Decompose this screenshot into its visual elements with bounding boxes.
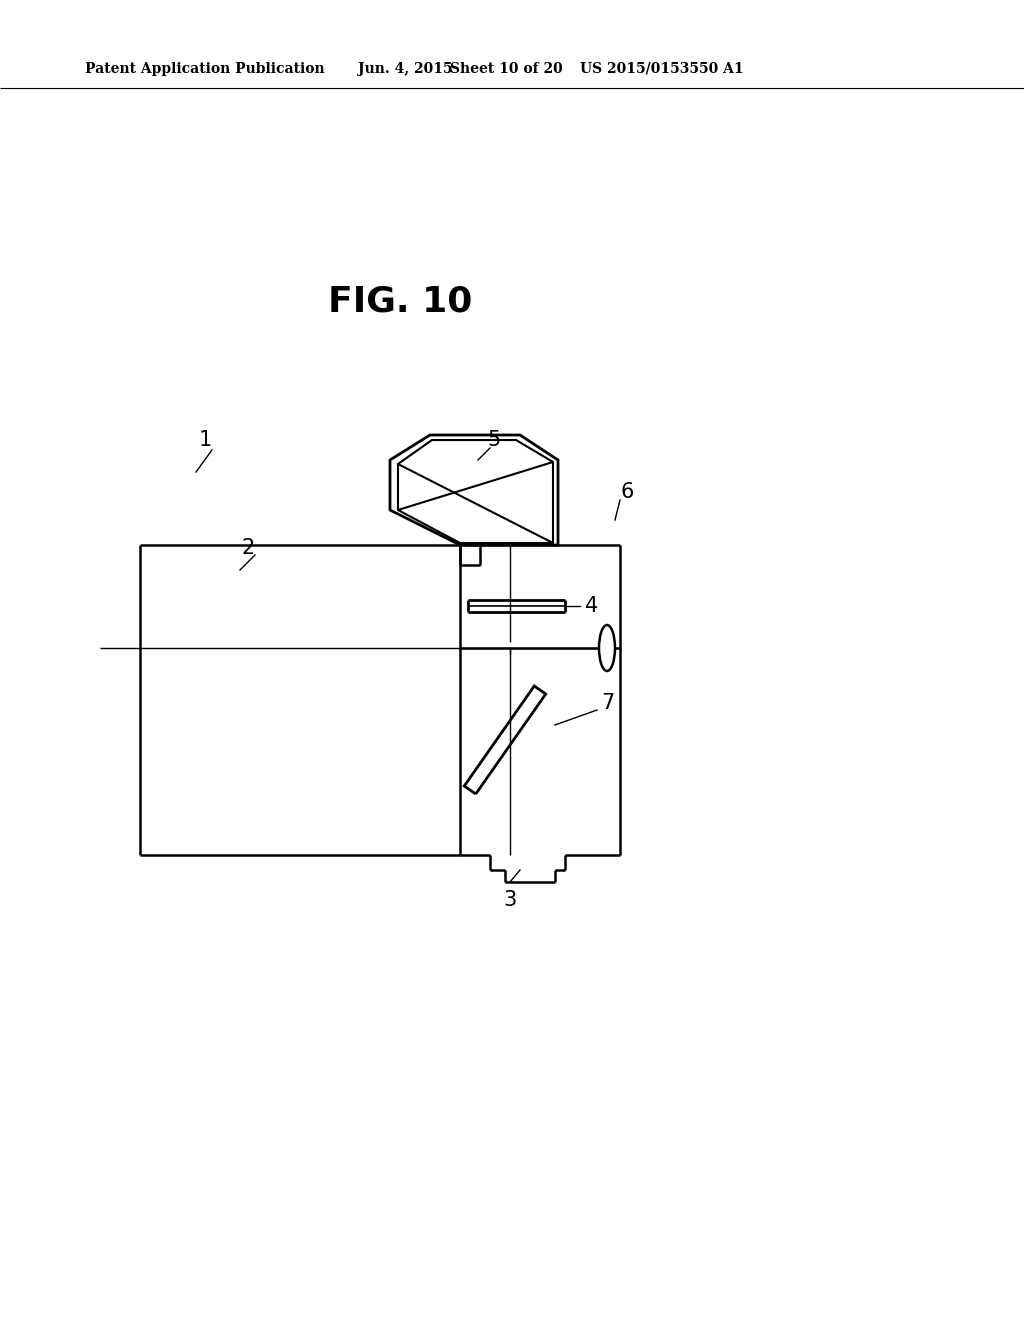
Text: 1: 1 <box>199 430 212 450</box>
Text: Patent Application Publication: Patent Application Publication <box>85 62 325 77</box>
Text: 2: 2 <box>242 539 255 558</box>
Text: Jun. 4, 2015: Jun. 4, 2015 <box>358 62 453 77</box>
Text: 5: 5 <box>487 430 501 450</box>
Text: 4: 4 <box>586 597 599 616</box>
Text: 7: 7 <box>601 693 614 713</box>
Text: 6: 6 <box>621 482 634 502</box>
Text: 3: 3 <box>504 890 517 909</box>
Text: US 2015/0153550 A1: US 2015/0153550 A1 <box>580 62 743 77</box>
Text: FIG. 10: FIG. 10 <box>328 285 472 319</box>
Text: Sheet 10 of 20: Sheet 10 of 20 <box>450 62 563 77</box>
Ellipse shape <box>599 624 615 671</box>
